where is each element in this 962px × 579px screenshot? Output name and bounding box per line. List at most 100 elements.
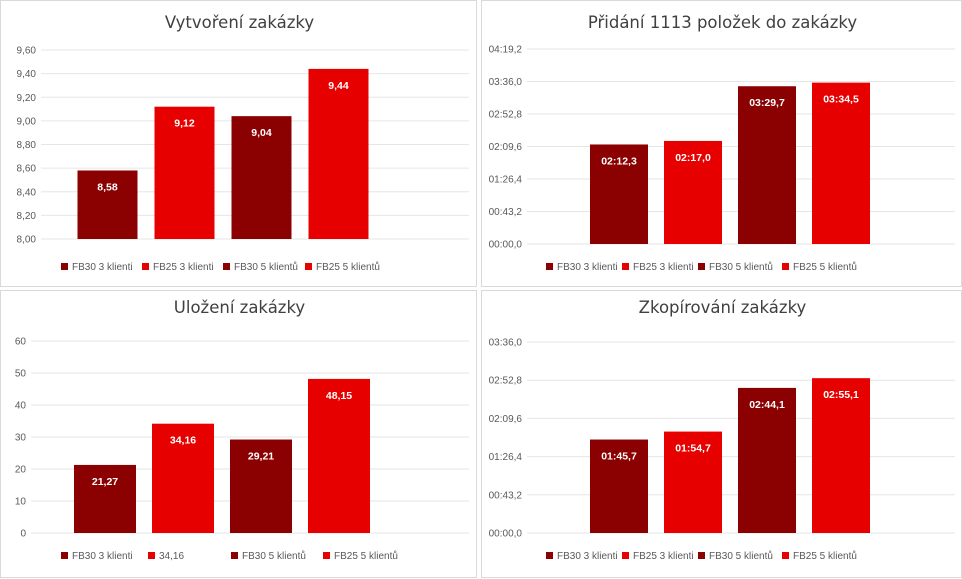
bar	[738, 387, 796, 533]
chart-svg-pridani: Přidání 1113 položek do zakázky 00:00,0 00…	[489, 13, 955, 273]
legend-label: FB30 5 klientů	[234, 261, 298, 273]
data-label: 03:29,7	[749, 97, 785, 109]
chart-panel-vytvoreni: Vytvoření zakázky 8,00 8,20 8,40 8,60 8,80 9,0…	[0, 0, 477, 287]
legend-swatch	[142, 263, 149, 270]
data-label: 9,44	[328, 80, 349, 92]
legend-swatch	[546, 263, 553, 270]
bar	[74, 464, 136, 533]
data-label: 8,58	[97, 181, 118, 193]
y-tick-label: 9,00	[17, 116, 37, 127]
bar	[590, 144, 648, 244]
bar	[812, 378, 870, 533]
y-tick-label: 8,40	[17, 187, 37, 198]
y-tick-label: 8,60	[17, 164, 37, 175]
y-tick-label: 9,40	[17, 69, 37, 80]
y-tick-label: 00:00,0	[489, 529, 523, 540]
legend-label: FB25 5 klientů	[316, 261, 380, 273]
legend-label: 34,16	[159, 551, 184, 562]
legend-label: FB25 5 klientů	[793, 550, 857, 562]
chart-title: Přidání 1113 položek do zakázky	[588, 13, 858, 32]
y-tick-label: 00:43,2	[489, 207, 523, 218]
bar	[77, 170, 138, 239]
data-label: 02:17,0	[675, 152, 711, 164]
bar	[231, 116, 292, 239]
data-label: 02:55,1	[823, 389, 859, 401]
y-tick-label: 02:09,6	[489, 142, 523, 153]
y-tick-label: 20	[15, 465, 27, 476]
data-label: 29,21	[248, 451, 274, 463]
bar	[738, 86, 796, 244]
legend-label: FB25 5 klientů	[334, 550, 398, 562]
legend-label: FB30 5 klientů	[709, 550, 773, 562]
legend-swatch	[223, 263, 230, 270]
y-tick-label: 9,60	[17, 46, 37, 57]
y-tick-label: 60	[15, 337, 27, 348]
data-label: 01:54,7	[675, 443, 711, 455]
y-tick-label: 50	[15, 369, 27, 380]
chart-panel-pridani: Přidání 1113 položek do zakázky 00:00,0 00…	[481, 0, 962, 287]
bar	[590, 439, 648, 533]
y-tick-label: 0	[20, 529, 26, 540]
chart-panel-zkopirovani: Zkopírování zakázky 00:00,0 00:43,2 01:26,4…	[481, 290, 962, 578]
legend-label: FB30 3 klienti	[72, 262, 133, 273]
y-tick-label: 30	[15, 433, 27, 444]
legend-label: FB30 3 klienti	[557, 551, 618, 562]
legend-swatch	[546, 552, 553, 559]
bar	[664, 140, 722, 244]
y-tick-label: 02:52,8	[489, 376, 523, 387]
data-label: 9,12	[174, 118, 195, 130]
y-tick-label: 04:19,2	[489, 45, 523, 56]
bar	[664, 431, 722, 533]
chart-svg-zkopirovani: Zkopírování zakázky 00:00,0 00:43,2 01:26,4…	[489, 298, 955, 562]
legend-swatch	[148, 552, 155, 559]
chart-svg-vytvoreni: Vytvoření zakázky 8,00 8,20 8,40 8,60 8,80 9,0…	[17, 13, 469, 273]
bar	[230, 439, 292, 533]
y-tick-label: 10	[15, 497, 27, 508]
data-label: 48,15	[326, 390, 352, 402]
legend-swatch	[622, 552, 629, 559]
y-tick-label: 01:26,4	[489, 175, 523, 186]
chart-title: Vytvoření zakázky	[165, 13, 315, 32]
y-tick-label: 8,00	[17, 235, 37, 246]
data-label: 02:12,3	[601, 155, 637, 167]
bar	[308, 378, 370, 533]
y-tick-label: 01:26,4	[489, 452, 523, 463]
y-tick-label: 03:36,0	[489, 338, 523, 349]
legend-swatch	[698, 263, 705, 270]
chart-title: Uložení zakázky	[174, 298, 306, 317]
y-tick-label: 00:43,2	[489, 490, 523, 501]
y-tick-label: 02:09,6	[489, 414, 523, 425]
data-label: 21,27	[92, 476, 118, 488]
legend-swatch	[61, 263, 68, 270]
y-tick-label: 03:36,0	[489, 77, 523, 88]
y-tick-label: 40	[15, 401, 27, 412]
legend-label: FB25 3 klienti	[633, 262, 694, 273]
legend-swatch	[61, 552, 68, 559]
chart-panel-ulozeni: Uložení zakázky 0 10 20 30 40 50 60 21,27 34,16 29…	[0, 290, 477, 578]
legend-swatch	[622, 263, 629, 270]
y-tick-label: 9,20	[17, 93, 37, 104]
bar	[154, 106, 215, 239]
y-tick-label: 02:52,8	[489, 110, 523, 121]
data-label: 01:45,7	[601, 451, 637, 463]
legend-swatch	[231, 552, 238, 559]
legend-label: FB30 3 klienti	[72, 551, 133, 562]
y-tick-label: 8,80	[17, 140, 37, 151]
legend-swatch	[782, 552, 789, 559]
y-tick-label: 8,20	[17, 211, 37, 222]
legend-label: FB30 5 klientů	[242, 550, 306, 562]
chart-svg-ulozeni: Uložení zakázky 0 10 20 30 40 50 60 21,27 34,16 29…	[15, 298, 469, 562]
data-label: 34,16	[170, 435, 196, 447]
legend-swatch	[323, 552, 330, 559]
data-label: 9,04	[251, 127, 272, 139]
legend-label: FB30 5 klientů	[709, 261, 773, 273]
legend-swatch	[698, 552, 705, 559]
bar	[812, 82, 870, 244]
data-label: 02:44,1	[749, 399, 785, 411]
legend-label: FB25 3 klienti	[633, 551, 694, 562]
legend-swatch	[782, 263, 789, 270]
bar	[308, 68, 369, 240]
bar	[152, 423, 214, 533]
legend-label: FB30 3 klienti	[557, 262, 618, 273]
legend-swatch	[305, 263, 312, 270]
